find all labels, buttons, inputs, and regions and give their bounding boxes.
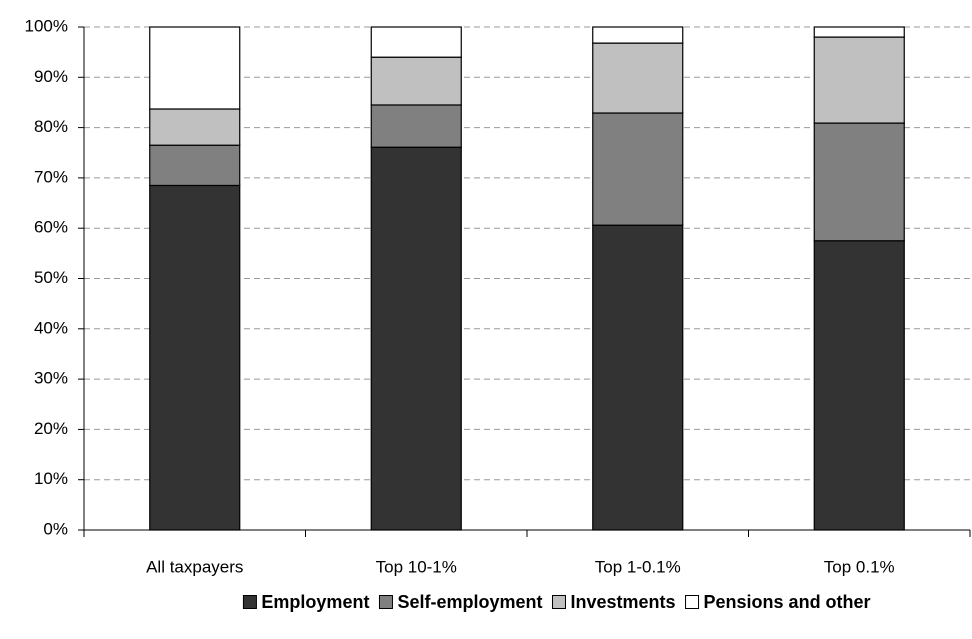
legend-label: Employment <box>261 592 369 612</box>
y-tick-label: 40% <box>34 318 68 337</box>
x-tick-label: All taxpayers <box>146 557 243 576</box>
y-tick-label: 90% <box>34 67 68 86</box>
bar-segment <box>813 240 905 531</box>
legend-swatch <box>685 595 700 609</box>
y-tick-label: 100% <box>25 16 68 35</box>
legend-label: Self-employment <box>397 592 542 612</box>
y-tick-label: 0% <box>43 519 68 538</box>
bar-segment <box>813 122 905 242</box>
bar-segment <box>592 224 684 531</box>
legend-swatch <box>242 595 257 609</box>
y-tick-label: 60% <box>34 218 68 237</box>
bar-segment <box>370 26 462 58</box>
bar-segment <box>813 36 905 124</box>
bar-segment <box>592 112 684 226</box>
legend-swatch <box>378 595 393 609</box>
legend-label: Pensions and other <box>704 592 871 612</box>
y-tick-label: 10% <box>34 469 68 488</box>
bar-segment <box>149 184 241 531</box>
y-tick-label: 50% <box>34 268 68 287</box>
legend-label: Investments <box>570 592 675 612</box>
y-tick-label: 30% <box>34 369 68 388</box>
bar-segment <box>813 26 905 38</box>
x-tick-label: Top 10-1% <box>376 557 457 576</box>
bar-segment <box>370 146 462 531</box>
bar-segment <box>149 144 241 187</box>
bar-segment <box>592 42 684 114</box>
y-tick-label: 80% <box>34 117 68 136</box>
bar-segment <box>370 56 462 106</box>
x-tick-label: Top 1-0.1% <box>595 557 681 576</box>
bar-segment <box>149 26 241 110</box>
bar-segment <box>149 108 241 146</box>
legend-swatch <box>551 595 566 609</box>
bar-segment <box>592 26 684 44</box>
x-tick-label: Top 0.1% <box>824 557 895 576</box>
y-tick-label: 70% <box>34 167 68 186</box>
bar-segment <box>370 104 462 148</box>
y-tick-label: 20% <box>34 419 68 438</box>
